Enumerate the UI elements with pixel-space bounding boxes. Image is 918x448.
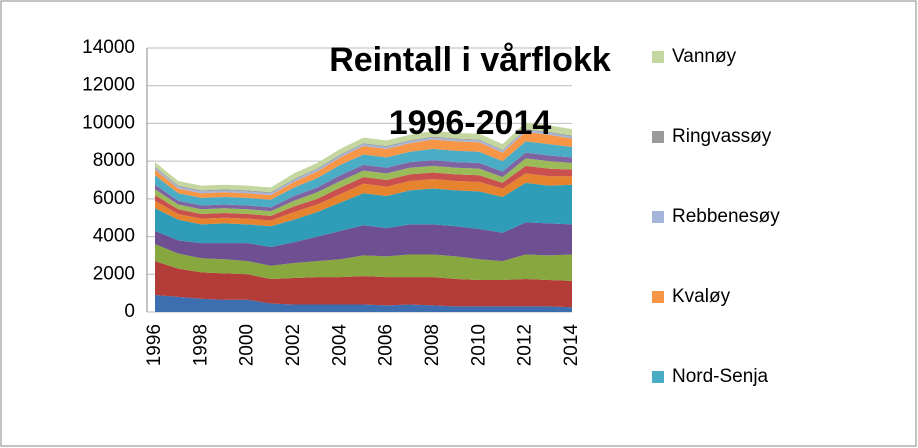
legend-label: Vannøy [672,46,737,67]
area [155,158,572,216]
chart-title: Reintall i vårflokk [329,41,611,79]
x-tick-label: 2004 [329,324,350,367]
y-tick-label: 14000 [82,37,135,58]
x-tick-label: 2000 [237,324,258,366]
y-tick-label: 12000 [82,75,135,96]
legend-swatch [652,131,664,143]
area [155,122,572,193]
plot-area: 0 2000 4000 6000 8000 10000 12000 14000 1996 1998… [82,37,582,366]
area [155,173,572,227]
x-tick-label: 2010 [468,324,489,366]
y-tick-label: 10000 [82,112,135,133]
area [155,182,572,247]
area [155,222,572,266]
y-tick-label: 2000 [93,263,135,284]
legend-label: Rebbenesøy [672,206,780,227]
x-tick-label: 2008 [422,324,443,366]
area [155,295,572,312]
x-tick-label: 2006 [376,324,397,366]
area [155,165,572,221]
legend-swatch [652,371,664,383]
chart-title: 1996-2014 [389,104,552,142]
x-tick-label: 2014 [561,324,582,367]
x-tick-label: 2002 [283,324,304,366]
x-tick-label: 1998 [190,324,211,366]
y-tick-label: 8000 [93,150,135,171]
area [155,244,572,281]
area [155,152,572,212]
area [155,131,572,200]
legend-swatch [652,291,664,303]
legend-label: Kvaløy [672,286,731,307]
x-tick-label: 1996 [144,324,165,366]
area [155,141,572,208]
legend-label: Ringvassøy [672,126,772,147]
area [155,261,572,308]
y-tick-label: 4000 [93,226,135,247]
y-tick-label: 0 [124,301,135,322]
legend-swatch [652,211,664,223]
y-tick-label: 6000 [93,188,135,209]
legend-swatch [652,51,664,63]
legend-label: Nord-Senja [672,366,769,387]
x-tick-label: 2012 [515,324,536,366]
